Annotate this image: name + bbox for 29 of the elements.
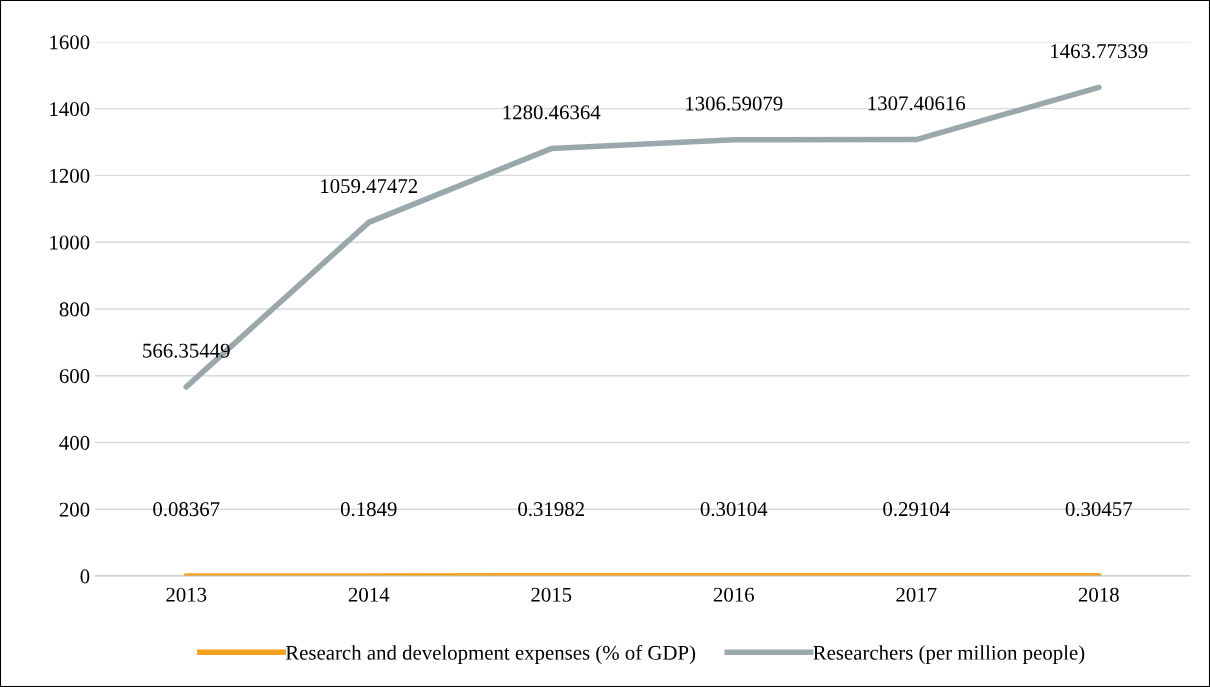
y-tick-label: 1400	[50, 102, 90, 117]
x-tick-label: 2018	[1078, 587, 1119, 602]
data-label: 1059.47472	[321, 179, 418, 194]
y-tick-label: 1600	[50, 35, 90, 50]
x-tick-label: 2013	[166, 587, 207, 602]
data-label: 566.35449	[143, 343, 230, 358]
x-tick-label: 2014	[348, 587, 390, 602]
y-tick-label: 600	[59, 369, 90, 384]
data-label: 0.1849	[340, 502, 397, 517]
data-label: 1307.40616	[868, 96, 966, 111]
x-tick-label: 2017	[896, 587, 937, 602]
legend-label: Researchers (per million people)	[813, 645, 1085, 665]
data-label: 0.29104	[883, 502, 950, 517]
y-tick-label: 200	[59, 502, 90, 517]
y-tick-label: 0	[80, 569, 90, 584]
data-label: 1463.77339	[1051, 44, 1148, 59]
y-tick-label: 400	[59, 435, 90, 450]
data-label: 0.30457	[1065, 502, 1133, 517]
y-tick-label: 1200	[50, 168, 90, 183]
x-tick-label: 2016	[713, 587, 754, 602]
data-label: 0.30104	[700, 502, 768, 517]
y-tick-label: 1000	[50, 235, 90, 250]
data-label: 0.31982	[518, 502, 584, 517]
data-label: 0.08367	[153, 502, 220, 517]
data-label: 1280.46364	[503, 105, 601, 120]
data-label: 1306.59079	[686, 96, 783, 111]
x-tick-label: 2015	[531, 587, 572, 602]
y-tick-label: 800	[59, 302, 90, 317]
legend-label: Research and development expenses (% of GDP)	[285, 644, 696, 665]
